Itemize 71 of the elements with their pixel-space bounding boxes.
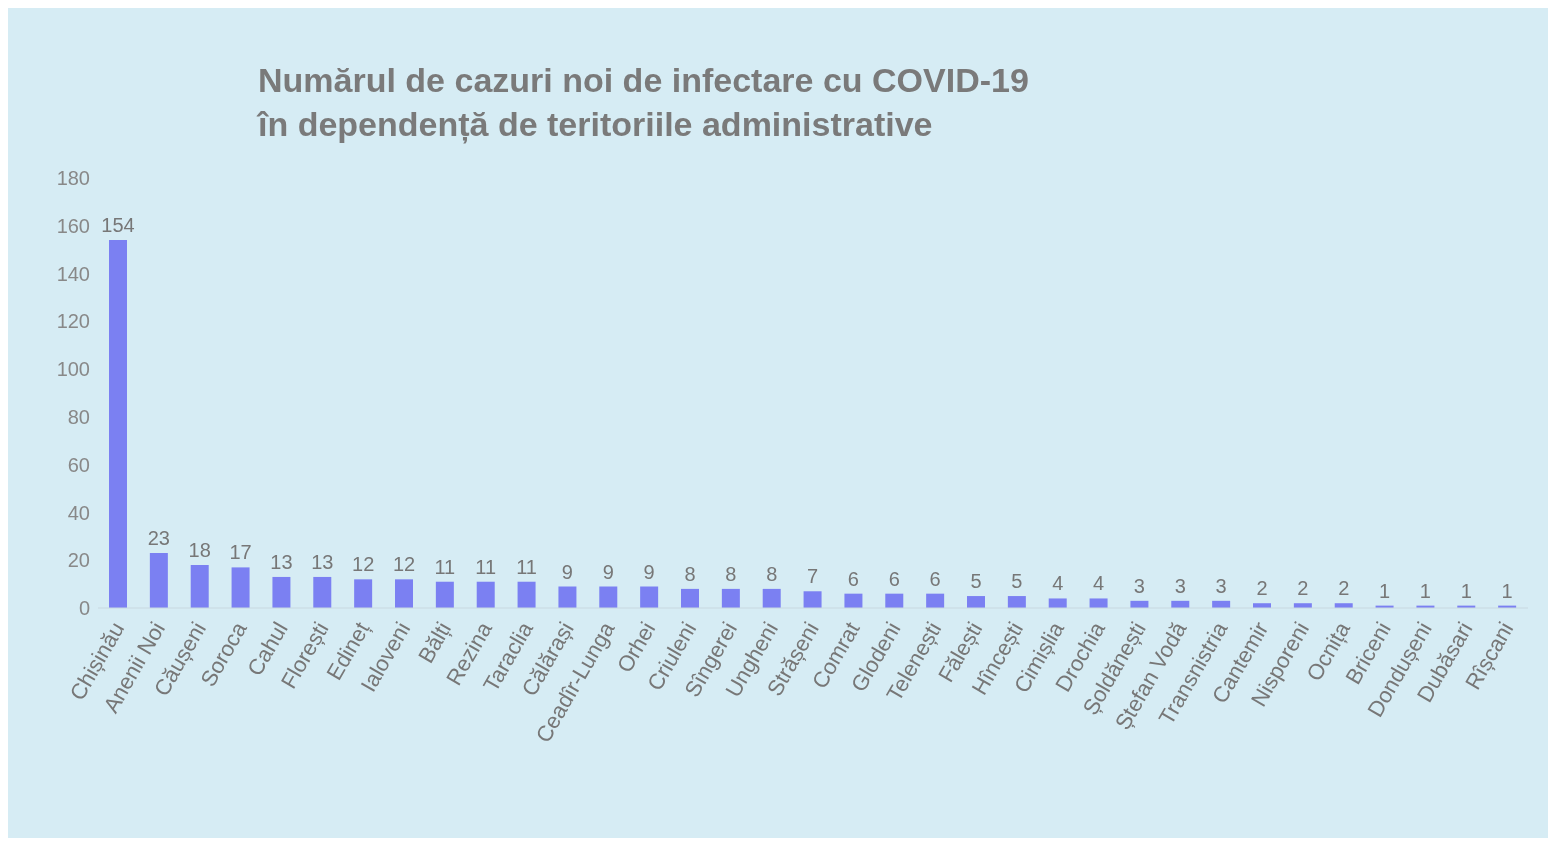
bar [272,576,291,608]
data-label: 12 [392,553,416,576]
data-label: 154 [101,214,135,237]
bar [967,596,985,608]
y-tick-label: 140 [56,262,90,285]
bar [599,586,618,608]
data-label: 6 [888,567,900,590]
data-label: 11 [475,555,497,578]
data-label: 17 [229,541,252,564]
data-label: 23 [147,527,170,550]
data-label: 7 [807,565,819,588]
bar [1048,598,1067,608]
data-label: 1 [1460,579,1472,602]
data-label: 2 [1297,577,1309,600]
data-label: 4 [1052,572,1064,595]
y-tick-label: 40 [67,501,90,524]
data-label: 11 [516,555,537,578]
bar [435,581,454,608]
bar [395,579,413,608]
data-label: 3 [1215,574,1227,597]
bar [190,565,209,608]
bar [762,588,781,608]
y-tick-label: 0 [78,597,90,620]
data-label: 13 [270,550,293,573]
bar [844,593,863,608]
data-label: 18 [188,539,211,561]
data-label: 12 [352,553,375,576]
bar [313,576,332,608]
y-tick-label: 80 [67,405,90,428]
data-label: 8 [684,562,696,585]
data-label: 9 [602,560,614,583]
data-label: 5 [1011,570,1023,593]
data-label: 1 [1501,579,1513,602]
y-tick-label: 100 [56,358,90,381]
data-label: 11 [434,555,456,578]
data-label: 8 [766,562,778,585]
bar [109,240,127,608]
data-label: 8 [725,562,737,585]
bar [885,593,904,608]
bar [1007,596,1026,608]
bar [721,588,740,608]
bar [231,567,250,608]
bar [149,553,168,608]
data-label: 3 [1174,574,1186,597]
y-tick-label: 20 [67,549,90,572]
y-tick-label: 180 [56,167,90,190]
bar [517,581,536,608]
y-tick-label: 120 [56,310,90,333]
data-label: 2 [1256,577,1268,600]
data-label: 4 [1093,572,1105,595]
data-label: 6 [847,567,859,590]
data-label: 13 [311,550,334,573]
bar [558,586,577,608]
data-label: 2 [1338,577,1350,600]
bar [476,581,495,608]
bar [803,591,822,608]
bar [640,586,659,608]
bar [926,593,945,608]
data-label: 9 [643,560,655,583]
data-label: 1 [1379,579,1391,602]
y-tick-label: 60 [67,453,90,476]
chart-title: Numărul de cazuri noi de infectare cu COVID-19 în dependență de teritoriile administrative [258,60,1029,146]
y-tick-label: 160 [56,214,90,237]
bar [681,588,699,608]
data-label: 3 [1133,574,1145,597]
data-label: 5 [970,570,982,593]
bar [354,579,373,608]
data-label: 1 [1419,579,1431,602]
data-label: 9 [561,560,573,583]
bar [1089,598,1108,608]
data-label: 6 [929,567,941,590]
